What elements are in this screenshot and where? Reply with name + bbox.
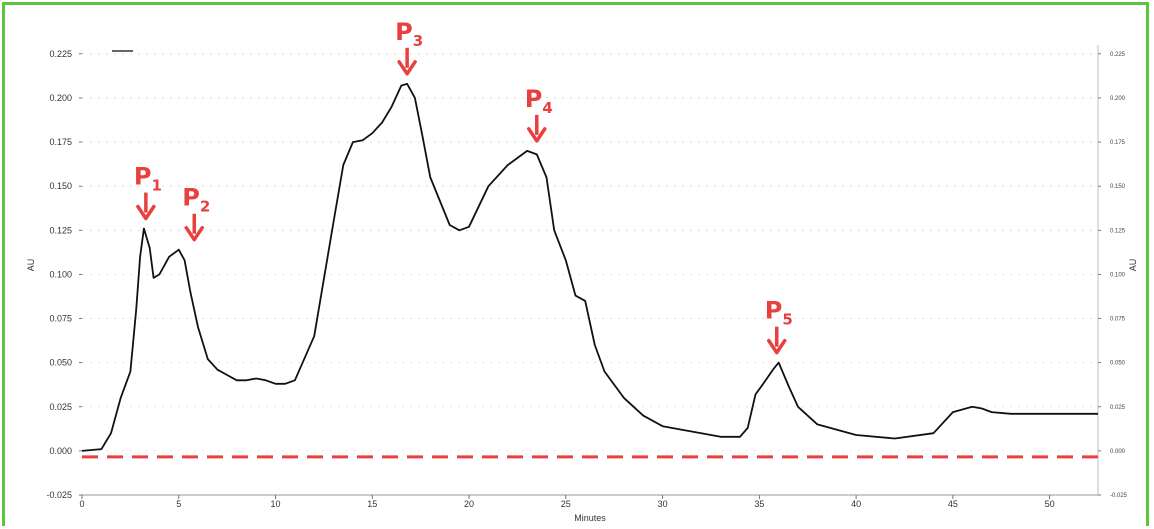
peak-label-subscript: 3: [413, 32, 423, 50]
x-tick-label: 5: [176, 499, 181, 509]
x-axis-title: Minutes: [574, 513, 606, 523]
x-tick-label: 25: [561, 499, 571, 509]
y-tick-label: 0.200: [49, 93, 72, 103]
x-tick-label: 0: [79, 499, 84, 509]
peak-arrow-head: [397, 60, 417, 76]
y-tick-label: 0.175: [49, 137, 72, 147]
peak-label: P4: [525, 85, 553, 117]
x-tick-label: 15: [367, 499, 377, 509]
peak-label-subscript: 1: [151, 177, 161, 195]
y-tick-label: 0.125: [49, 225, 72, 235]
y-tick-label: 0.150: [49, 181, 72, 191]
y2-tick-label: 0.050: [1110, 361, 1126, 367]
y-tick-label: -0.025: [46, 490, 72, 500]
y-tick-label: 0.075: [49, 314, 72, 324]
peak-label: P2: [182, 184, 210, 216]
y2-tick-label: 0.100: [1110, 272, 1126, 278]
x-tick-label: 45: [948, 499, 958, 509]
y2-tick-label: 0.075: [1110, 317, 1126, 323]
peak-arrow-head: [184, 225, 204, 242]
chromatogram-trace: [81, 82, 1098, 452]
y-tick-label: 0.025: [49, 402, 72, 412]
y-tick-label: 0.100: [49, 269, 72, 279]
y-tick-label: 0.225: [49, 49, 72, 59]
x-tick-label: 20: [464, 499, 474, 509]
y-axis-title: AU: [26, 259, 36, 272]
peak-label: P3: [395, 18, 423, 50]
x-tick-label: 30: [658, 499, 668, 509]
y2-tick-label: 0.000: [1110, 449, 1126, 455]
peak-arrow-head: [136, 204, 156, 221]
peak-label: P5: [765, 297, 793, 329]
y2-tick-label: 0.225: [1110, 52, 1126, 58]
y2-tick-label: 0.200: [1110, 96, 1126, 102]
y2-tick-label: 0.025: [1110, 405, 1126, 411]
x-tick-label: 10: [271, 499, 281, 509]
y2-tick-label: -0.025: [1110, 493, 1128, 499]
x-tick-label: 50: [1045, 499, 1055, 509]
peak-label-subscript: 5: [782, 311, 792, 329]
peak-label-subscript: 2: [200, 198, 210, 216]
y2-tick-label: 0.125: [1110, 228, 1126, 234]
y-tick-label: 0.000: [49, 446, 72, 456]
y2-tick-label: 0.150: [1110, 184, 1126, 190]
peak-label-subscript: 4: [542, 99, 552, 117]
x-tick-label: 40: [851, 499, 861, 509]
peak-label: P1: [134, 163, 162, 195]
peak-arrow-head: [527, 127, 547, 143]
peak-arrow-head: [767, 338, 787, 355]
y2-tick-label: 0.175: [1110, 140, 1126, 146]
y-tick-label: 0.050: [49, 358, 72, 368]
x-tick-label: 35: [754, 499, 764, 509]
y2-axis-title: AU: [1128, 259, 1138, 272]
